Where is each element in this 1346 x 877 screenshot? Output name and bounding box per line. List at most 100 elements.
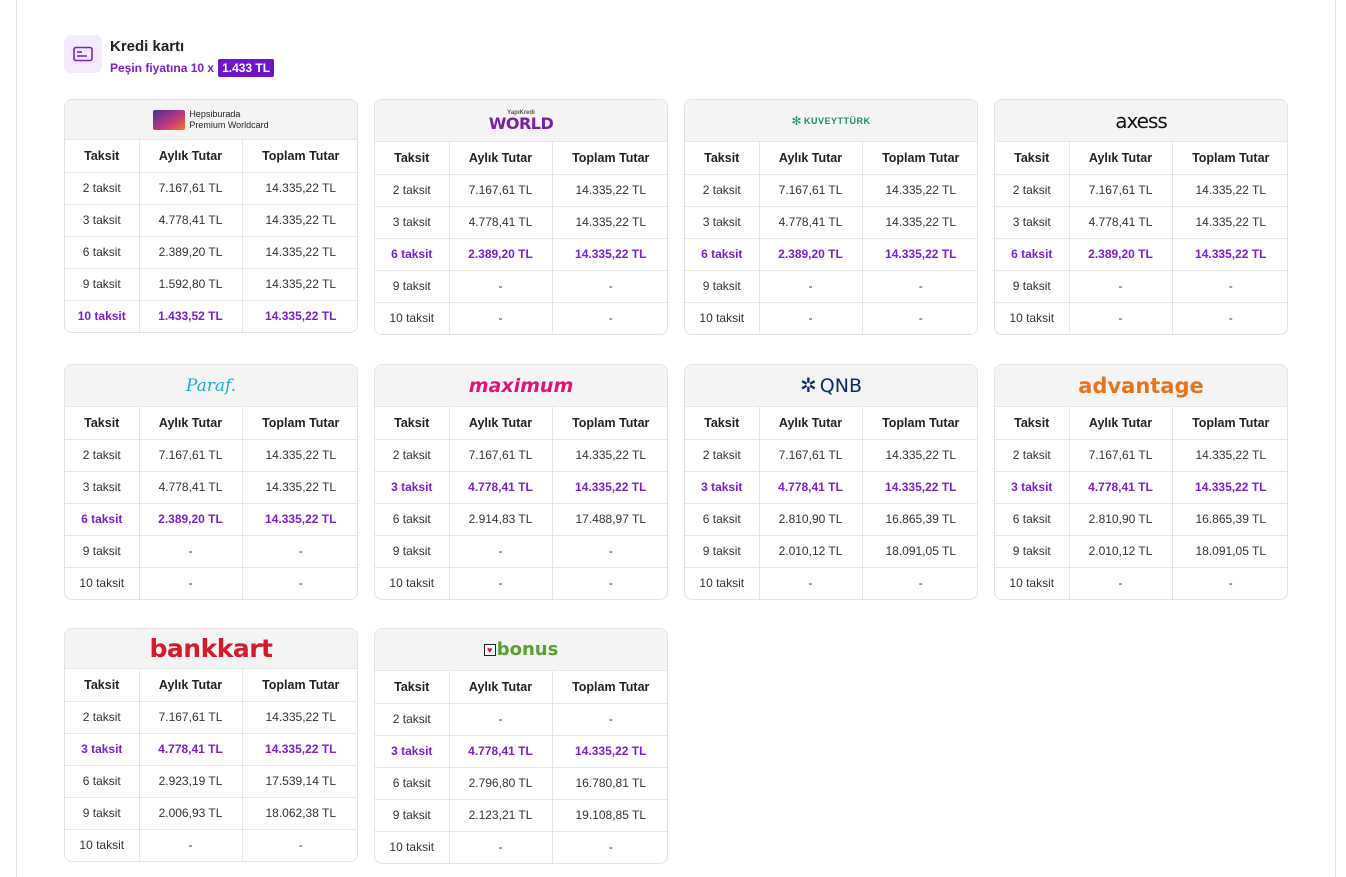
monthly-amount: - [138, 535, 242, 568]
total-amount: 14.335,22 TL [551, 735, 667, 768]
monthly-amount: 2.010,12 TL [1068, 535, 1172, 568]
column-header: Toplam Tutar [241, 140, 357, 173]
monthly-amount: - [138, 567, 242, 599]
installment-card: advantage Taksit Aylık Tutar Toplam Tutar 2 … [994, 364, 1288, 600]
total-amount: 14.335,22 TL [861, 238, 977, 271]
total-amount: - [551, 535, 667, 568]
monthly-amount: 4.778,41 TL [758, 206, 862, 239]
installment-count: 10 taksit [77, 309, 126, 324]
table-row: 9 taksit 2.010,12 TL 18.091,05 TL [995, 535, 1287, 568]
installment-count: 3 taksit [375, 735, 449, 768]
total-amount: 14.335,22 TL [241, 503, 357, 536]
table-row: 3 taksit 4.778,41 TL 14.335,22 TL [375, 735, 667, 768]
table-row: 2 taksit 7.167,61 TL 14.335,22 TL [375, 439, 667, 472]
table-row: 6 taksit 2.389,20 TL 14.335,22 TL [685, 238, 977, 271]
total-amount: 14.335,22 TL [1171, 471, 1287, 504]
monthly-amount: 2.006,93 TL [138, 797, 242, 830]
installment-count: 3 taksit [995, 471, 1069, 504]
column-header: Toplam Tutar [241, 407, 357, 440]
installment-count: 9 taksit [375, 535, 449, 568]
monthly-amount: - [448, 703, 552, 736]
installment-table: Taksit Aylık Tutar Toplam Tutar 2 taksit - -3… [375, 671, 667, 863]
total-amount: 14.335,22 TL [241, 471, 357, 504]
table-row: 2 taksit - - [375, 703, 667, 736]
total-amount: 14.335,22 TL [241, 236, 357, 269]
table-row: 6 taksit 2.796,80 TL 16.780,81 TL [375, 767, 667, 800]
installment-card: axess Taksit Aylık Tutar Toplam Tutar 2 taks… [994, 99, 1288, 335]
total-amount: 14.335,22 TL [861, 206, 977, 239]
table-row: 2 taksit 7.167,61 TL 14.335,22 TL [995, 439, 1287, 472]
table-row: 2 taksit 7.167,61 TL 14.335,22 TL [375, 174, 667, 207]
monthly-amount: 4.778,41 TL [448, 206, 552, 239]
installment-count: 6 taksit [375, 238, 449, 271]
installment-table: Taksit Aylık Tutar Toplam Tutar 2 taksit 7.1… [685, 407, 977, 599]
table-row: 3 taksit 4.778,41 TL 14.335,22 TL [65, 471, 357, 504]
installment-table: Taksit Aylık Tutar Toplam Tutar 2 taksit 7.1… [375, 142, 667, 334]
total-amount: 14.335,22 TL [1171, 206, 1287, 239]
table-row: 6 taksit 2.389,20 TL 14.335,22 TL [65, 503, 357, 536]
total-amount: 14.335,22 TL [241, 300, 357, 332]
total-amount: - [861, 302, 977, 334]
column-header: Toplam Tutar [551, 142, 667, 175]
column-header: Toplam Tutar [551, 671, 667, 704]
total-amount: 14.335,22 TL [241, 204, 357, 237]
monthly-amount: 2.389,20 TL [758, 238, 862, 271]
monthly-amount: 7.167,61 TL [448, 439, 552, 472]
total-amount: 17.539,14 TL [241, 765, 357, 798]
installment-count: 10 taksit [79, 838, 125, 853]
installment-count: 10 taksit [389, 311, 435, 326]
monthly-amount: 7.167,61 TL [138, 172, 242, 205]
monthly-amount: 7.167,61 TL [758, 174, 862, 207]
table-row: 2 taksit 7.167,61 TL 14.335,22 TL [685, 439, 977, 472]
table-row: 2 taksit 7.167,61 TL 14.335,22 TL [65, 172, 357, 205]
monthly-amount: 7.167,61 TL [1068, 174, 1172, 207]
column-header: Toplam Tutar [1171, 407, 1287, 440]
monthly-amount: 2.010,12 TL [758, 535, 862, 568]
monthly-amount: - [138, 829, 242, 861]
column-header: Toplam Tutar [1171, 142, 1287, 175]
installment-table: Taksit Aylık Tutar Toplam Tutar 2 taksit 7.1… [995, 142, 1287, 334]
table-row: 9 taksit - - [65, 535, 357, 568]
installment-count: 10 taksit [1009, 576, 1055, 591]
table-row: 9 taksit 2.123,21 TL 19.108,85 TL [375, 799, 667, 832]
installment-badge: 1.433 TL [218, 59, 275, 77]
hepsiburada-logo: Hepsiburada Premium Worldcard [65, 100, 357, 140]
table-row: 9 taksit 2.010,12 TL 18.091,05 TL [685, 535, 977, 568]
total-amount: 14.335,22 TL [551, 439, 667, 472]
installment-count: 2 taksit [995, 174, 1069, 207]
installment-count: 2 taksit [685, 439, 759, 472]
total-amount: 14.335,22 TL [1171, 174, 1287, 207]
table-row: 6 taksit 2.810,90 TL 16.865,39 TL [995, 503, 1287, 536]
total-amount: - [241, 535, 357, 568]
kuveytturk-logo: ✻ KUVEYTTÜRK [685, 100, 977, 142]
column-header: Aylık Tutar [138, 407, 242, 440]
table-row: 3 taksit 4.778,41 TL 14.335,22 TL [995, 206, 1287, 239]
table-row: 9 taksit - - [685, 270, 977, 303]
total-amount: 16.780,81 TL [551, 767, 667, 800]
bankkart-logo: bankkart [65, 629, 357, 669]
installment-table: Taksit Aylık Tutar Toplam Tutar 2 taksit 7.1… [65, 140, 357, 332]
monthly-amount: 2.389,20 TL [448, 238, 552, 271]
total-amount: - [551, 703, 667, 736]
maximum-logo: maximum [375, 365, 667, 407]
table-row: 3 taksit 4.778,41 TL 14.335,22 TL [375, 471, 667, 504]
table-row: 3 taksit 4.778,41 TL 14.335,22 TL [685, 206, 977, 239]
total-amount: 18.062,38 TL [241, 797, 357, 830]
table-row: 3 taksit 4.778,41 TL 14.335,22 TL [65, 733, 357, 766]
table-row: 10 taksit - - [995, 567, 1287, 599]
table-row: 10 taksit - - [65, 829, 357, 861]
table-row: 10 taksit 1.433,52 TL 14.335,22 TL [65, 300, 357, 332]
table-row: 10 taksit - - [65, 567, 357, 599]
total-amount: 14.335,22 TL [861, 439, 977, 472]
total-amount: - [861, 270, 977, 303]
total-amount: 14.335,22 TL [1171, 238, 1287, 271]
table-row: 6 taksit 2.923,19 TL 17.539,14 TL [65, 765, 357, 798]
total-amount: - [241, 829, 357, 861]
monthly-amount: 2.389,20 TL [138, 503, 242, 536]
monthly-amount: 4.778,41 TL [138, 733, 242, 766]
installment-count: 6 taksit [375, 767, 449, 800]
total-amount: 14.335,22 TL [241, 172, 357, 205]
table-row: 3 taksit 4.778,41 TL 14.335,22 TL [685, 471, 977, 504]
monthly-amount: 2.796,80 TL [448, 767, 552, 800]
column-header: Taksit [685, 142, 759, 175]
